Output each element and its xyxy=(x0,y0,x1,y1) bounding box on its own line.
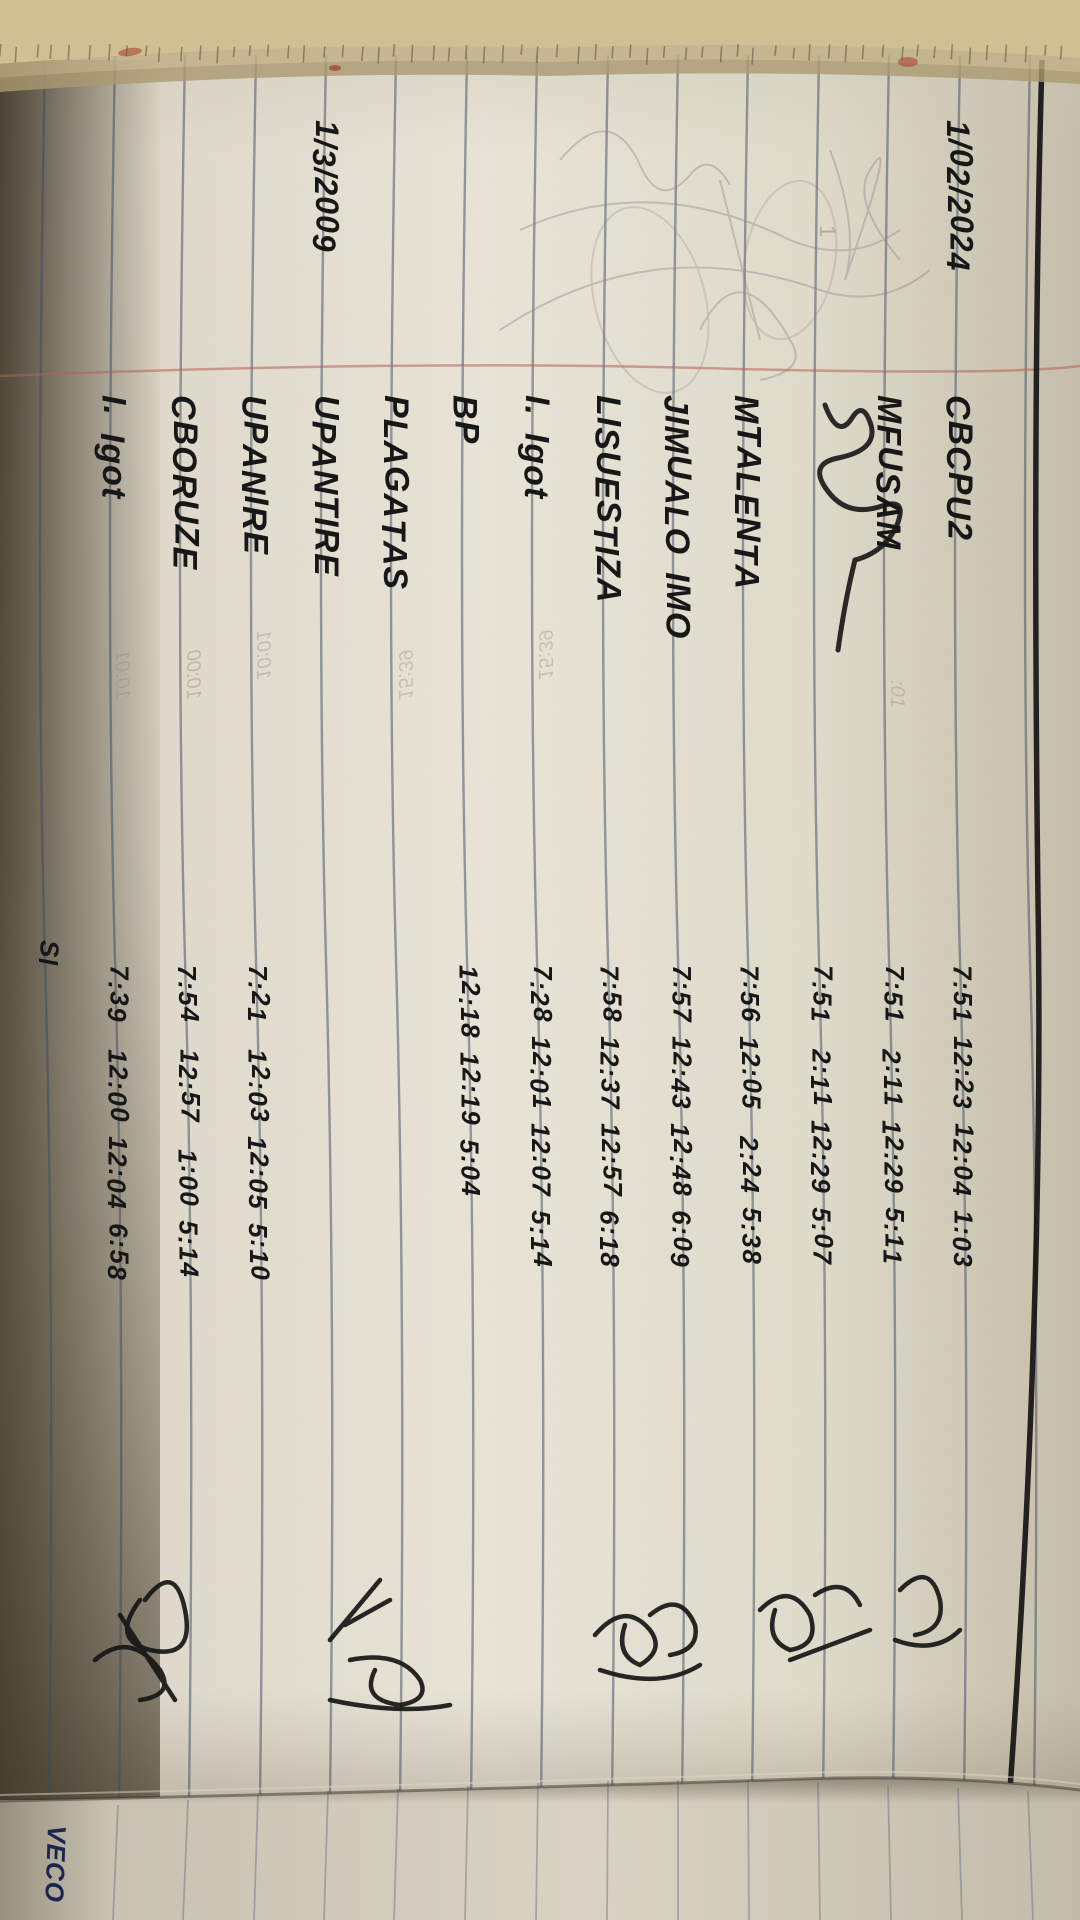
svg-text:1: 1 xyxy=(815,225,840,237)
svg-text:VECO: VECO xyxy=(39,1825,72,1904)
